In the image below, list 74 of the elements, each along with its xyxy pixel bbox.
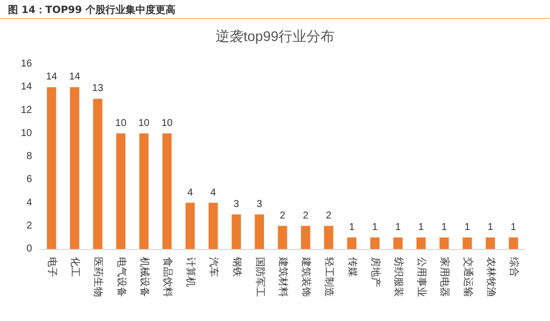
data-label: 13	[92, 83, 104, 94]
data-label: 3	[234, 198, 240, 210]
x-tick-label: 传媒	[346, 257, 358, 277]
y-tick-label: 10	[20, 128, 32, 139]
data-label: 2	[302, 210, 309, 222]
y-tick-label: 2	[26, 220, 32, 232]
bar	[508, 237, 518, 249]
bar	[416, 237, 426, 249]
x-tick-label: 建筑材料	[277, 256, 289, 297]
bar	[232, 214, 241, 249]
bar	[278, 226, 288, 249]
bar	[93, 98, 102, 249]
x-tick-label: 钢铁	[230, 256, 243, 277]
y-tick-label: 12	[20, 104, 32, 116]
x-tick-label: 食品饮料	[162, 257, 174, 297]
data-label: 1	[395, 222, 402, 233]
bar	[393, 237, 403, 249]
data-label: 2	[326, 210, 332, 222]
data-label: 1	[488, 222, 494, 233]
bar	[347, 237, 356, 249]
data-label: 4	[187, 187, 194, 198]
bar	[486, 237, 495, 249]
y-tick-label: 0	[26, 244, 32, 254]
x-tick-label: 公用事业	[416, 257, 428, 297]
bar	[70, 87, 80, 249]
data-label: 1	[349, 222, 356, 233]
y-tick-label: 14	[20, 82, 32, 93]
bar	[254, 214, 264, 249]
y-tick-label: 6	[26, 174, 32, 186]
bar	[139, 133, 149, 249]
x-tick-label: 电子	[46, 257, 58, 277]
data-label: 2	[280, 210, 286, 222]
bar	[324, 226, 334, 249]
data-label: 10	[161, 118, 174, 129]
bar	[162, 133, 172, 249]
bar	[462, 237, 472, 249]
x-tick-label: 汽车	[208, 257, 220, 277]
x-tick-label: 交通运输	[462, 257, 474, 297]
y-tick-label: 8	[26, 151, 32, 162]
bar	[440, 237, 449, 249]
x-tick-label: 轻工制造	[323, 257, 336, 297]
x-tick-label: 综合	[508, 257, 520, 277]
x-tick-label: 纺织服装	[392, 257, 404, 297]
bar	[116, 133, 126, 249]
x-tick-label: 房地产	[369, 257, 382, 287]
data-label: 10	[115, 118, 127, 129]
bar	[46, 87, 56, 249]
data-label: 1	[441, 222, 448, 233]
y-tick-label: 4	[26, 197, 32, 208]
data-label: 1	[510, 222, 517, 233]
y-tick-label: 16	[20, 58, 32, 70]
bar	[370, 237, 380, 249]
bar	[208, 202, 218, 249]
x-tick-label: 电气设备	[115, 257, 128, 297]
x-tick-label: 国防军工	[254, 257, 266, 297]
bar	[300, 226, 310, 249]
data-label: 14	[46, 72, 58, 83]
data-label: 4	[210, 187, 216, 198]
data-label: 3	[256, 198, 263, 210]
x-tick-label: 家用电器	[438, 257, 451, 297]
data-label: 1	[464, 222, 470, 233]
x-tick-label: 计算机	[184, 257, 197, 287]
chart-title: 逆袭top99行业分布	[215, 28, 335, 44]
data-label: 10	[138, 118, 150, 129]
x-tick-label: 机械设备	[138, 257, 150, 297]
x-tick-label: 化工	[69, 257, 82, 277]
data-label: 1	[418, 222, 424, 233]
caption: 图 14：TOP99 个股行业集中度更高	[8, 3, 176, 17]
x-tick-label: 医药生物	[92, 257, 104, 297]
data-label: 1	[372, 222, 378, 233]
data-label: 14	[69, 72, 81, 83]
x-tick-label: 农林牧渔	[484, 257, 497, 297]
x-tick-label: 建筑装饰	[300, 256, 312, 297]
bar	[186, 202, 195, 249]
